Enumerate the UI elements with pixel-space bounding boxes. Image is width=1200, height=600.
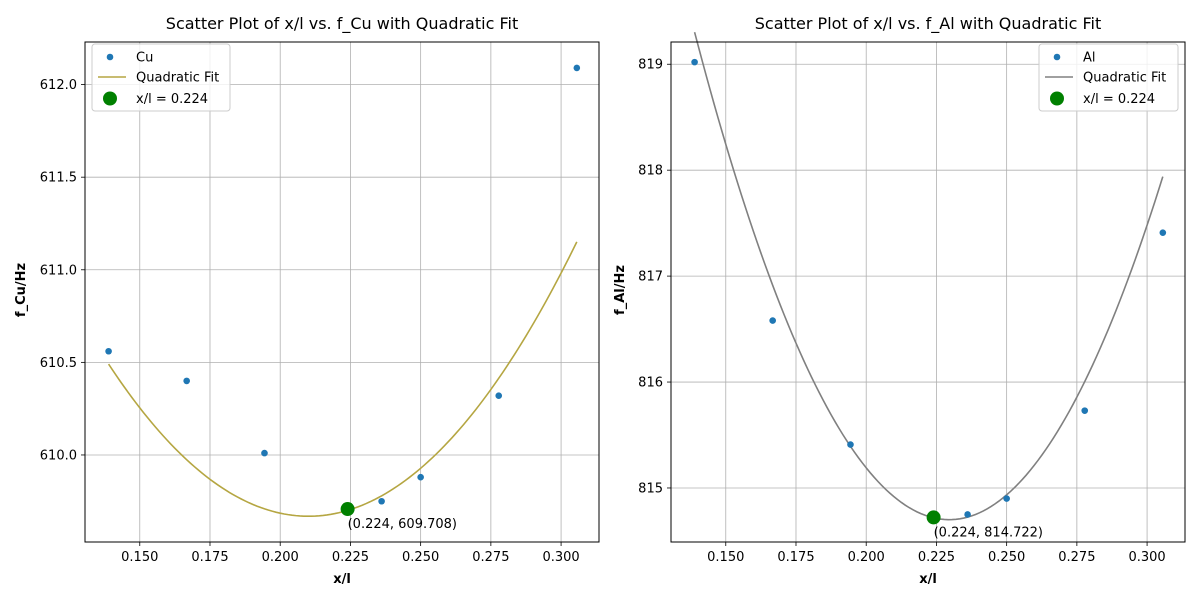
chart-cu-highlight — [340, 502, 355, 517]
chart-al-point-0 — [691, 58, 698, 66]
chart-cu-xtick-label-4: 0.250 — [402, 550, 439, 565]
chart-al-legend-label-fit: Quadratic Fit — [1083, 71, 1166, 86]
chart-cu-ytick-label-3: 611.5 — [40, 171, 77, 186]
chart-al-xtick-label-2: 0.200 — [848, 550, 885, 565]
chart-cu-title: Scatter Plot of x/l vs. f_Cu with Quadra… — [166, 14, 518, 34]
chart-al-ylabel: f_Al/Hz — [613, 265, 628, 315]
chart-al-point-3 — [964, 511, 971, 518]
chart-cu-legend-label-highlight: x/l = 0.224 — [136, 92, 208, 107]
chart-cu-xticks: 0.150 0.175 0.200 0.225 0.250 0.275 0.300 — [121, 542, 580, 565]
chart-cu-point-0 — [105, 347, 112, 355]
chart-al-legend-box — [1038, 43, 1179, 112]
chart-al: Scatter Plot of x/l vs. f_Al with Quadra… — [613, 14, 1186, 587]
chart-cu-ytick-label-4: 612.0 — [40, 78, 77, 93]
chart-al-xtick-label-6: 0.300 — [1128, 550, 1165, 565]
chart-cu-annotation: (0.224, 609.708) — [348, 517, 457, 532]
chart-cu-legend-marker-cu — [106, 53, 114, 61]
chart-al-annotation: (0.224, 814.722) — [934, 525, 1043, 540]
chart-cu-xtick-label-6: 0.300 — [542, 550, 579, 565]
chart-al-frame — [670, 41, 1186, 543]
chart-al-point-1 — [769, 317, 776, 324]
chart-al-point-6 — [1159, 229, 1167, 236]
chart-cu-xlabel: x/l — [333, 572, 351, 587]
chart-cu-frame — [84, 41, 600, 543]
chart-al-legend: Al Quadratic Fit x/l = 0.224 — [1038, 43, 1179, 112]
chart-al-ytick-label-3: 818 — [638, 164, 663, 179]
chart-al-highlight — [926, 510, 941, 525]
chart-al-point-2 — [847, 441, 854, 448]
chart-cu-xtick-label-3: 0.225 — [332, 550, 369, 565]
chart-cu-legend-label-fit: Quadratic Fit — [136, 71, 219, 86]
chart-cu-yticks: 610.0 610.5 611.0 611.5 612.0 — [40, 78, 85, 463]
chart-cu-point-6 — [573, 64, 581, 72]
chart-cu-ytick-label-1: 610.5 — [40, 356, 77, 371]
chart-al-annotation-text: (0.224, 814.722) — [934, 525, 1043, 540]
chart-cu-xtick-label-2: 0.200 — [262, 550, 299, 565]
chart-al-ytick-label-4: 819 — [638, 58, 663, 73]
chart-al-legend-label-al: Al — [1083, 51, 1096, 66]
chart-cu: Scatter Plot of x/l vs. f_Cu with Quadra… — [14, 14, 600, 587]
chart-cu-highlight-point — [340, 502, 355, 517]
chart-cu-point-1 — [183, 377, 190, 385]
chart-al-point-5 — [1081, 407, 1089, 414]
chart-al-xtick-label-3: 0.225 — [918, 550, 955, 565]
chart-cu-point-4 — [417, 473, 424, 481]
chart-al-xtick-label-0: 0.150 — [707, 550, 744, 565]
chart-cu-xtick-label-1: 0.175 — [191, 550, 228, 565]
chart-al-grid — [671, 42, 1185, 542]
chart-cu-xtick-label-5: 0.275 — [472, 550, 509, 565]
chart-cu-point-3 — [378, 497, 385, 505]
chart-cu-legend-box — [91, 43, 231, 112]
chart-cu-ylabel: f_Cu/Hz — [14, 263, 29, 317]
chart-cu-xtick-label-0: 0.150 — [121, 550, 158, 565]
chart-al-title: Scatter Plot of x/l vs. f_Al with Quadra… — [755, 14, 1102, 34]
chart-cu-legend: Cu Quadratic Fit x/l = 0.224 — [91, 43, 231, 112]
chart-al-yticks: 815 816 817 818 819 — [638, 58, 671, 496]
chart-al-ytick-label-1: 816 — [638, 376, 663, 391]
chart-al-xtick-label-1: 0.175 — [777, 550, 814, 565]
chart-cu-grid — [85, 42, 599, 542]
chart-al-xtick-label-4: 0.250 — [988, 550, 1025, 565]
chart-al-xticks: 0.150 0.175 0.200 0.225 0.250 0.275 0.300 — [707, 542, 1166, 565]
chart-cu-ytick-label-2: 611.0 — [40, 263, 77, 278]
chart-cu-ytick-label-0: 610.0 — [40, 448, 77, 463]
chart-al-legend-marker-highlight — [1050, 91, 1064, 106]
chart-al-points — [691, 58, 1167, 518]
chart-al-legend-marker-al — [1053, 53, 1061, 61]
chart-al-point-4 — [1003, 495, 1010, 502]
chart-al-xlabel: x/l — [919, 572, 937, 587]
chart-al-legend-label-highlight: x/l = 0.224 — [1083, 92, 1155, 107]
chart-cu-annotation-text: (0.224, 609.708) — [348, 517, 457, 532]
chart-cu-point-5 — [495, 392, 503, 400]
chart-cu-legend-label-cu: Cu — [136, 51, 153, 66]
chart-cu-points — [105, 64, 581, 505]
chart-al-xtick-label-5: 0.275 — [1058, 550, 1095, 565]
chart-al-highlight-point — [926, 510, 941, 525]
chart-al-ytick-label-0: 815 — [638, 481, 663, 496]
chart-cu-legend-marker-highlight — [103, 91, 117, 106]
chart-al-ytick-label-2: 817 — [638, 270, 663, 285]
chart-cu-point-2 — [261, 449, 268, 457]
